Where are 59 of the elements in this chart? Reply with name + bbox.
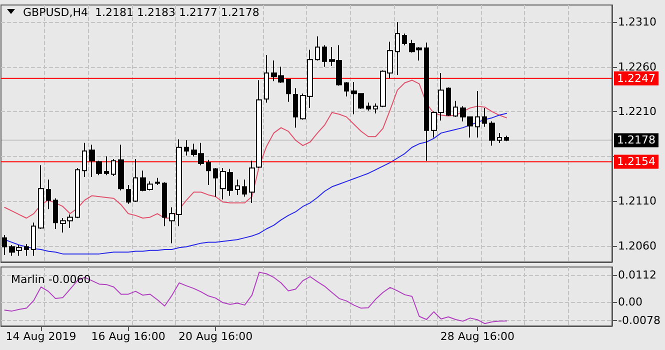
line-series — [4, 80, 508, 219]
candlestick — [118, 144, 124, 191]
candlestick — [504, 135, 509, 142]
y-tick-label: 0.00 — [618, 295, 642, 308]
candlestick — [497, 132, 502, 144]
candlestick — [2, 234, 7, 256]
candlestick — [373, 103, 378, 114]
candlestick — [475, 90, 480, 138]
y-tick-label: 1.2110 — [618, 194, 656, 208]
y-tick-label: -0.0078 — [618, 314, 660, 328]
candlestick — [489, 120, 495, 146]
candlestick — [293, 88, 298, 128]
candlestick — [395, 22, 400, 76]
candlestick — [162, 182, 167, 227]
candlestick — [38, 164, 44, 230]
y-tick-label: 1.2210 — [618, 105, 656, 118]
ref-line-label: 1.2154 — [617, 155, 656, 168]
candlestick — [482, 107, 487, 128]
candlestick — [82, 142, 87, 178]
candlestick — [256, 80, 262, 168]
candlestick — [133, 158, 138, 203]
candlestick — [242, 179, 247, 198]
candlestick — [184, 140, 189, 156]
x-tick-label: 16 Aug 16:00 — [91, 330, 166, 343]
candlestick — [249, 160, 255, 204]
candlestick — [453, 100, 458, 118]
candlestick — [235, 179, 240, 196]
candlestick — [111, 158, 116, 177]
candlestick — [53, 198, 58, 230]
y-tick-label: 1.2260 — [618, 60, 656, 74]
ref-line-label: 1.2178 — [617, 134, 656, 147]
x-tick-label: 14 Aug 2019 — [6, 330, 76, 343]
candlestick — [366, 102, 371, 112]
line-series — [4, 112, 508, 254]
y-tick-label: 0.0112 — [618, 268, 656, 282]
candlestick — [322, 44, 327, 68]
y-tick-label: 1.2310 — [618, 16, 656, 29]
x-tick-label: 20 Aug 16:00 — [178, 330, 253, 343]
y-tick-label: 1.2060 — [618, 239, 656, 252]
candlestick — [31, 222, 36, 256]
candlestick — [206, 159, 211, 186]
candlestick — [286, 78, 291, 102]
candlestick — [75, 167, 80, 219]
candlestick — [446, 86, 451, 117]
ref-line-label: 1.2247 — [617, 72, 656, 85]
candlestick — [402, 33, 407, 46]
candlestick — [155, 177, 160, 186]
candlestick — [315, 36, 320, 62]
x-tick-label: 28 Aug 16:00 — [440, 330, 515, 343]
candlestick — [344, 82, 349, 97]
candlestick — [213, 167, 218, 198]
chart-title: GBPUSD,H4 1.2181 1.2183 1.2177 1.2178 — [23, 6, 260, 19]
candlestick — [264, 54, 269, 104]
candlestick — [46, 179, 51, 210]
line-series — [4, 272, 508, 324]
candlestick — [104, 156, 109, 176]
candlestick — [424, 42, 429, 162]
candlestick — [24, 244, 29, 256]
candlestick — [126, 184, 131, 204]
